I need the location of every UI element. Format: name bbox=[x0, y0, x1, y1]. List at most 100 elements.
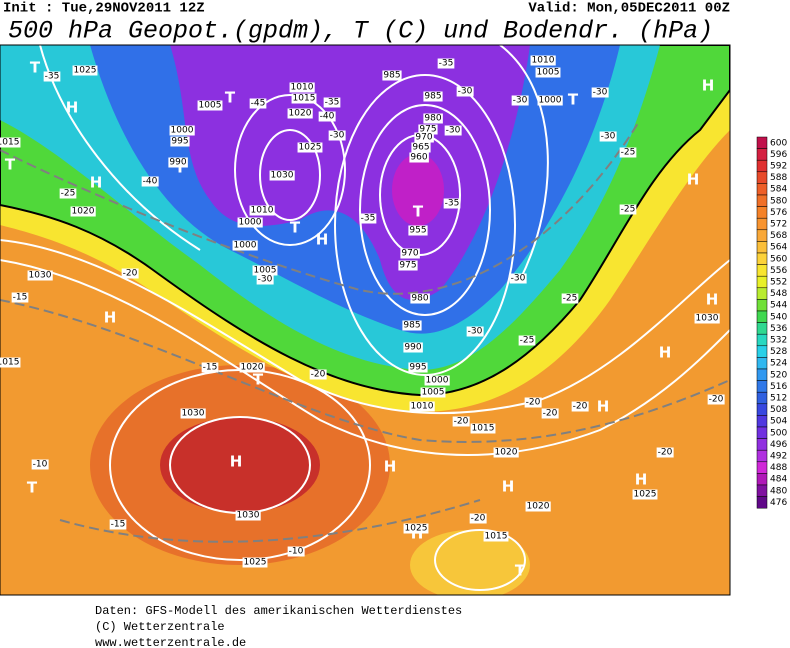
isobar-label-box bbox=[287, 108, 313, 119]
map-title: 500 hPa Geopot.(gpdm), T (C) und Bodendr… bbox=[8, 17, 713, 46]
footer-line: (C) Wetterzentrale bbox=[95, 620, 225, 634]
isobar-label-group: 985 bbox=[382, 70, 402, 81]
isobar-label: 1000 bbox=[171, 126, 194, 136]
temperature-label: -25 bbox=[520, 336, 535, 346]
isobar-label: 1030 bbox=[696, 314, 719, 324]
legend-label: 476 bbox=[770, 498, 787, 508]
isobar-label-group: 975 bbox=[418, 124, 438, 135]
isobar-label: 995 bbox=[409, 363, 426, 373]
legend-swatch bbox=[756, 194, 768, 207]
temperature-label-box bbox=[466, 326, 484, 337]
pressure-center: T bbox=[253, 371, 264, 389]
temperature-label-group: -10 bbox=[287, 546, 305, 557]
temperature-label: -30 bbox=[330, 131, 345, 141]
isobar-label-box bbox=[382, 70, 402, 81]
temperature-label-group: -30 bbox=[591, 87, 609, 98]
temperature-label-group: -20 bbox=[707, 394, 725, 405]
isobar-label-box bbox=[289, 82, 315, 93]
temperature-label-box bbox=[256, 274, 274, 285]
temperature-label: -15 bbox=[13, 293, 28, 303]
isobar-label-box bbox=[470, 423, 496, 434]
isobar-label: 990 bbox=[404, 343, 421, 353]
isobar-label-box bbox=[242, 557, 268, 568]
legend-swatch bbox=[756, 426, 768, 439]
isobar-label-group: 985 bbox=[423, 91, 443, 102]
temperature-label-box bbox=[469, 513, 487, 524]
legend-label: 548 bbox=[770, 289, 787, 299]
temperature-label-box bbox=[443, 198, 461, 209]
temperature-label-box bbox=[59, 188, 77, 199]
temperature-label-box bbox=[287, 546, 305, 557]
isobar-label-box bbox=[420, 387, 446, 398]
isobar-label-group: 1030 bbox=[180, 408, 206, 419]
legend-label: 488 bbox=[770, 463, 787, 473]
legend-label: 572 bbox=[770, 220, 787, 230]
isobar-label-group: 1030 bbox=[269, 170, 295, 181]
isobar-label-box bbox=[694, 313, 720, 324]
isobar-label: 1005 bbox=[199, 101, 222, 111]
isobar-label: 1015 bbox=[0, 358, 19, 368]
isobar-label-group: 995 bbox=[408, 362, 428, 373]
legend-label: 480 bbox=[770, 486, 787, 496]
isobar-label: 1020 bbox=[289, 109, 312, 119]
temperature-label-box bbox=[571, 401, 589, 412]
isobar-label-box bbox=[269, 170, 295, 181]
temperature-label: -20 bbox=[526, 398, 541, 408]
temperature-label-box bbox=[328, 130, 346, 141]
temperature-label-group: -15 bbox=[109, 519, 127, 530]
temperature-label-group: -15 bbox=[201, 362, 219, 373]
isobar-label: 990 bbox=[169, 158, 186, 168]
legend-swatch bbox=[756, 449, 768, 463]
temperature-label: -30 bbox=[593, 88, 608, 98]
isobar-label-group: 1000 bbox=[237, 217, 263, 228]
isobar-label: 1010 bbox=[291, 83, 314, 93]
isobar-label: 1025 bbox=[244, 558, 267, 568]
temperature-label-box bbox=[452, 416, 470, 427]
temperature-label-box bbox=[656, 447, 674, 458]
isobar-label: 985 bbox=[403, 321, 420, 331]
temperature-label-box bbox=[511, 95, 529, 106]
temperature-label: -30 bbox=[601, 132, 616, 142]
temperature-label: -25 bbox=[61, 189, 76, 199]
temperature-label-box bbox=[11, 292, 29, 303]
temperature-label: -40 bbox=[143, 177, 158, 187]
temperature-label-group: -25 bbox=[561, 293, 579, 304]
isobar-label-group: 1020 bbox=[70, 206, 96, 217]
isobar-label-group: 1000 bbox=[537, 95, 563, 106]
legend-label: 496 bbox=[770, 440, 787, 450]
temperature-label-group: -20 bbox=[121, 268, 139, 279]
isobar-label-group: 980 bbox=[423, 113, 443, 124]
temperature-label-group: -20 bbox=[541, 408, 559, 419]
temperature-label: -20 bbox=[709, 395, 724, 405]
isobar-label-box bbox=[408, 225, 428, 236]
legend-swatch bbox=[756, 229, 768, 242]
isobar-label: 1000 bbox=[239, 218, 262, 228]
isobar-label: 1000 bbox=[234, 241, 257, 251]
temperature-label: -20 bbox=[123, 269, 138, 279]
temperature-label-box bbox=[591, 87, 609, 98]
legend-swatch bbox=[756, 322, 768, 335]
isobar-label-group: 1000 bbox=[424, 375, 450, 386]
legend-label: 556 bbox=[770, 266, 787, 276]
temperature-label-group: -15 bbox=[11, 292, 29, 303]
legend-label: 584 bbox=[770, 185, 787, 195]
isobar-label-box bbox=[525, 501, 551, 512]
legend-swatch bbox=[756, 217, 768, 231]
legend-swatch bbox=[756, 368, 768, 381]
isobar-label-box bbox=[0, 357, 21, 368]
legend-label: 544 bbox=[770, 301, 787, 311]
isobar-label-box bbox=[235, 510, 261, 521]
temperature-label-group: -20 bbox=[309, 369, 327, 380]
temperature-label-group: -40 bbox=[318, 111, 336, 122]
temperature-label-box bbox=[109, 519, 127, 530]
isobar-label-box bbox=[168, 157, 188, 168]
temperature-label-box bbox=[509, 273, 527, 284]
temperature-label-group: -20 bbox=[452, 416, 470, 427]
isobar-label-group: 1030 bbox=[235, 510, 261, 521]
legend-swatch bbox=[756, 159, 768, 173]
temperature-label: -35 bbox=[361, 214, 376, 224]
isobar-label: 955 bbox=[409, 226, 426, 236]
isobar-label-box bbox=[632, 489, 658, 500]
isobar-label-group: 960 bbox=[409, 152, 429, 163]
temperature-label-group: -30 bbox=[511, 95, 529, 106]
